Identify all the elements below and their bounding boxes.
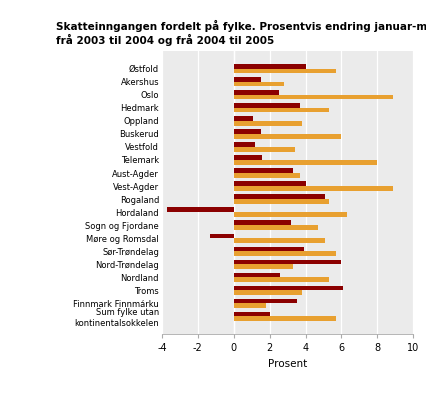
Bar xyxy=(234,160,377,165)
Bar xyxy=(167,208,234,212)
Bar xyxy=(234,69,336,73)
Bar xyxy=(234,316,336,321)
Bar xyxy=(234,251,336,256)
Bar xyxy=(234,103,300,108)
Bar xyxy=(234,246,304,251)
Bar xyxy=(234,277,329,282)
Text: Skatteinngangen fordelt på fylke. Prosentvis endring januar-mai
frå 2003 til 200: Skatteinngangen fordelt på fylke. Prosen… xyxy=(56,20,426,46)
Bar xyxy=(234,181,305,186)
Bar xyxy=(234,129,261,134)
Bar xyxy=(234,168,293,173)
Bar xyxy=(234,303,266,308)
Bar xyxy=(234,195,325,199)
Bar xyxy=(234,108,329,112)
Bar xyxy=(234,142,255,147)
Bar xyxy=(234,147,295,152)
Bar xyxy=(234,186,394,191)
Bar xyxy=(234,134,341,139)
Bar xyxy=(234,199,329,204)
Bar xyxy=(234,212,347,217)
Bar xyxy=(234,95,394,99)
Bar xyxy=(234,299,296,303)
Bar xyxy=(234,64,305,69)
Bar xyxy=(234,264,293,269)
Bar xyxy=(234,225,318,230)
Bar xyxy=(234,220,291,225)
Bar xyxy=(234,273,280,277)
Bar xyxy=(234,238,325,243)
Bar xyxy=(234,286,343,290)
Bar xyxy=(210,233,234,238)
Bar xyxy=(234,90,279,95)
Bar xyxy=(234,121,302,125)
Bar xyxy=(234,290,302,295)
Bar xyxy=(234,173,300,178)
Bar xyxy=(234,260,341,264)
Bar xyxy=(234,155,262,160)
Bar xyxy=(234,312,270,316)
Bar xyxy=(234,82,284,86)
Bar xyxy=(234,116,253,121)
X-axis label: Prosent: Prosent xyxy=(268,359,307,369)
Bar xyxy=(234,77,261,82)
Legend: 2003-2004, 2004-2005: 2003-2004, 2004-2005 xyxy=(198,389,377,393)
